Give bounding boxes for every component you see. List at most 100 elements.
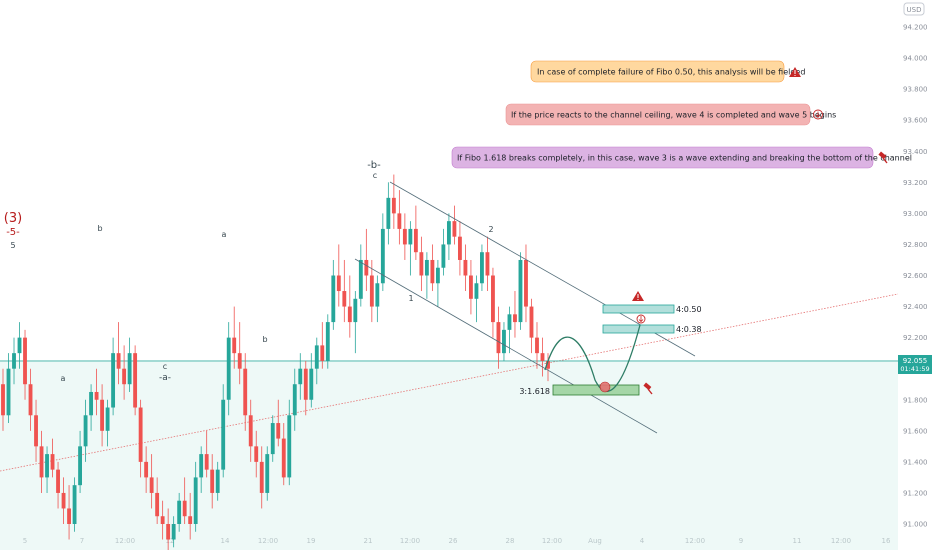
candle-down[interactable] [182, 500, 187, 517]
candle-down[interactable] [116, 353, 121, 369]
candle-up[interactable] [298, 368, 303, 385]
candle-up[interactable] [474, 283, 479, 299]
candle-down[interactable] [39, 446, 44, 478]
candle-down[interactable] [210, 469, 215, 493]
candle-down[interactable] [342, 291, 347, 307]
candle-down[interactable] [67, 508, 71, 524]
last-price-marker[interactable]: 92.055 01:41:59 [898, 355, 932, 374]
candle-down[interactable] [546, 360, 550, 369]
candle-up[interactable] [78, 446, 82, 486]
candle-down[interactable] [320, 345, 325, 361]
candle-up[interactable] [199, 454, 204, 478]
candle-up[interactable] [127, 353, 132, 385]
candle-down[interactable] [540, 353, 545, 361]
candle-down[interactable] [391, 197, 396, 214]
candle-up[interactable] [265, 454, 270, 493]
fib-zone-038[interactable]: 4:0.38 [602, 324, 702, 334]
candle-down[interactable] [303, 368, 308, 400]
candle-down[interactable] [452, 221, 457, 237]
candle-down[interactable] [336, 275, 341, 292]
candle-down[interactable] [496, 322, 501, 354]
candle-up[interactable] [386, 197, 391, 229]
candle-down[interactable] [243, 368, 248, 416]
candle-up[interactable] [518, 259, 523, 323]
candle-down[interactable] [34, 415, 38, 447]
candle-down[interactable] [430, 259, 435, 284]
candle-down[interactable] [469, 275, 473, 299]
candle-down[interactable] [254, 446, 259, 462]
candle-up[interactable] [435, 267, 440, 284]
candle-down[interactable] [56, 469, 60, 493]
candle-down[interactable] [347, 306, 352, 323]
candle-down[interactable] [155, 492, 160, 517]
candle-down[interactable] [1, 384, 5, 416]
candle-down[interactable] [281, 438, 286, 478]
candle-up[interactable] [380, 228, 385, 284]
candle-up[interactable] [111, 353, 116, 408]
candle-down[interactable] [276, 423, 281, 439]
candle-up[interactable] [408, 228, 413, 245]
candle-down[interactable] [491, 275, 495, 323]
candle-up[interactable] [215, 469, 220, 493]
candle-up[interactable] [270, 423, 275, 455]
candle-down[interactable] [100, 399, 105, 431]
candle-down[interactable] [237, 353, 242, 369]
candle-up[interactable] [480, 252, 484, 284]
candle-up[interactable] [424, 259, 429, 276]
candle-down[interactable] [23, 337, 27, 385]
candle-up[interactable] [309, 368, 314, 400]
note-fibo-1618[interactable]: If Fibo 1.618 breaks completely, in this… [451, 146, 912, 169]
candle-up[interactable] [441, 244, 446, 268]
candle-down[interactable] [61, 492, 66, 509]
candle-up[interactable] [314, 345, 319, 369]
candle-down[interactable] [94, 391, 99, 400]
candle-up[interactable] [83, 415, 88, 447]
candle-up[interactable] [446, 221, 451, 245]
candle-down[interactable] [457, 236, 462, 260]
candle-up[interactable] [353, 298, 358, 323]
candle-down[interactable] [524, 259, 528, 307]
candle-up[interactable] [105, 407, 110, 431]
candle-down[interactable] [204, 454, 209, 470]
candle-up[interactable] [292, 384, 297, 416]
note-channel-ceiling[interactable]: If the price reacts to the channel ceili… [505, 103, 836, 126]
candle-down[interactable] [397, 213, 402, 229]
candle-up[interactable] [6, 368, 11, 416]
candlestick-series[interactable] [1, 174, 550, 550]
candle-up[interactable] [171, 524, 176, 540]
candle-down[interactable] [369, 275, 374, 307]
candle-up[interactable] [331, 275, 336, 323]
candle-down[interactable] [133, 353, 138, 408]
candle-up[interactable] [507, 314, 512, 330]
candle-down[interactable] [485, 252, 490, 276]
candle-down[interactable] [144, 461, 149, 478]
candle-down[interactable] [149, 477, 154, 493]
candle-up[interactable] [193, 477, 198, 524]
candle-down[interactable] [529, 306, 534, 338]
candle-up[interactable] [221, 399, 226, 470]
candle-down[interactable] [50, 454, 55, 470]
fib-zone-050[interactable]: 4:0.50 [602, 304, 702, 314]
candle-up[interactable] [12, 353, 16, 369]
note-fibo-050[interactable]: In case of complete failure of Fibo 0.50… [530, 60, 805, 83]
candle-down[interactable] [513, 314, 517, 323]
candle-up[interactable] [287, 415, 292, 478]
fib-zone-1618[interactable]: 3:1.618 [519, 384, 640, 396]
candle-up[interactable] [502, 329, 506, 354]
candle-up[interactable] [89, 391, 94, 416]
candle-down[interactable] [160, 516, 165, 524]
candle-down[interactable] [364, 259, 369, 276]
candle-up[interactable] [17, 337, 22, 354]
candle-up[interactable] [325, 322, 330, 361]
wave-projection-path[interactable] [544, 324, 641, 392]
candle-down[interactable] [419, 252, 424, 276]
candle-down[interactable] [248, 415, 253, 447]
candle-up[interactable] [375, 283, 380, 307]
price-scale[interactable]: 94.200 94.000 93.800 93.600 93.400 93.200 93.0… [903, 24, 928, 529]
candle-down[interactable] [535, 337, 539, 354]
candle-down[interactable] [166, 524, 171, 540]
candle-down[interactable] [232, 337, 237, 354]
candle-up[interactable] [45, 454, 49, 478]
candle-down[interactable] [188, 516, 193, 524]
candle-down[interactable] [413, 228, 418, 253]
